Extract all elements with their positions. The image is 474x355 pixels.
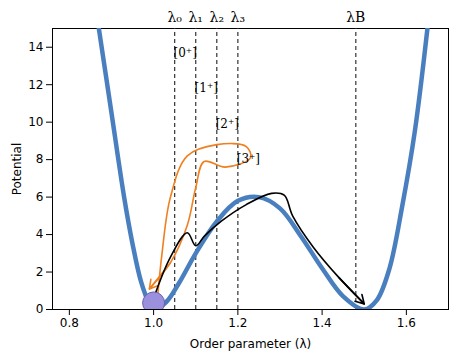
svg-text:10: 10 [28, 115, 43, 129]
svg-text:λ₂: λ₂ [210, 9, 225, 25]
svg-text:Potential: Potential [10, 143, 24, 196]
svg-text:[0⁺]: [0⁺] [174, 46, 197, 60]
svg-text:Order parameter (λ): Order parameter (λ) [190, 337, 312, 351]
svg-text:[1⁺]: [1⁺] [195, 81, 218, 95]
svg-text:[3⁺]: [3⁺] [237, 152, 260, 166]
svg-text:λ₃: λ₃ [231, 9, 246, 25]
svg-text:1.2: 1.2 [228, 316, 247, 330]
svg-text:λ₁: λ₁ [188, 9, 203, 25]
svg-text:1.4: 1.4 [313, 316, 332, 330]
svg-text:4: 4 [36, 227, 44, 241]
svg-text:1.0: 1.0 [144, 316, 163, 330]
svg-text:0.8: 0.8 [60, 316, 79, 330]
svg-text:2: 2 [36, 265, 44, 279]
svg-text:8: 8 [36, 152, 44, 166]
svg-text:0: 0 [36, 302, 44, 316]
svg-text:λB: λB [346, 9, 365, 25]
svg-text:1.6: 1.6 [397, 316, 416, 330]
svg-text:14: 14 [28, 40, 43, 54]
svg-text:λ₀: λ₀ [167, 9, 182, 25]
svg-text:12: 12 [28, 78, 43, 92]
svg-text:6: 6 [36, 190, 44, 204]
svg-text:[2⁺]: [2⁺] [216, 117, 239, 131]
